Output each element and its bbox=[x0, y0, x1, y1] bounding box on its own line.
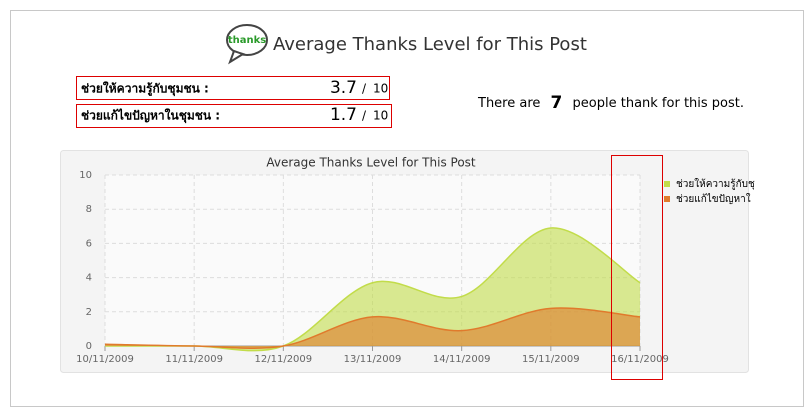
y-tick-label: 4 bbox=[86, 273, 92, 284]
rating-separator: / bbox=[362, 109, 367, 123]
rating-score: 1.7 bbox=[330, 105, 357, 125]
rating-max: 10 bbox=[373, 82, 388, 96]
summary-count: 7 bbox=[551, 93, 563, 113]
summary: There are 7 people thank for this post. bbox=[477, 93, 744, 113]
rating-max: 10 bbox=[373, 109, 388, 123]
legend-swatch bbox=[664, 196, 670, 202]
x-tick-label: 11/11/2009 bbox=[165, 354, 223, 365]
summary-suffix: people thank for this post. bbox=[573, 96, 744, 111]
y-tick-label: 0 bbox=[86, 341, 92, 352]
highlight-box bbox=[611, 155, 663, 380]
y-tick-label: 8 bbox=[86, 204, 92, 215]
area bbox=[105, 308, 640, 349]
legend-label: ช่วยแก้ไขปัญหาใ bbox=[676, 193, 751, 205]
legend-label: ช่วยให้ความรู้กับชุ bbox=[676, 178, 755, 190]
y-tick-label: 6 bbox=[86, 238, 92, 249]
chart: 0 2 4 6 8 10 10/11/2009 11/11/2009 12/11/2009 13/… bbox=[76, 170, 755, 365]
x-tick-label: 10/11/2009 bbox=[76, 354, 134, 365]
area-line bbox=[104, 307, 641, 349]
x-tick-label: 13/11/2009 bbox=[344, 354, 402, 365]
x-tick-label: 15/11/2009 bbox=[522, 354, 580, 365]
rating-box bbox=[76, 104, 392, 128]
rating-box bbox=[76, 76, 390, 100]
rating-label: ช่วยแก้ไขปัญหาในชุมชน : bbox=[81, 108, 220, 124]
summary-prefix: There are bbox=[477, 96, 540, 111]
rating-score: 3.7 bbox=[330, 78, 357, 98]
y-tick-label: 10 bbox=[79, 170, 92, 181]
icon-text: thanks bbox=[228, 35, 266, 46]
rating-separator: / bbox=[362, 82, 367, 96]
x-tick-label: 16/11/2009 bbox=[611, 354, 669, 365]
legend-swatch bbox=[664, 181, 670, 187]
y-tick-label: 2 bbox=[86, 307, 92, 318]
rating-label: ช่วยให้ความรู้กับชุมชน : bbox=[81, 81, 209, 97]
x-tick-label: 14/11/2009 bbox=[433, 354, 491, 365]
thanks-icon: thanks bbox=[226, 24, 268, 65]
page-title: Average Thanks Level for This Post bbox=[273, 34, 587, 55]
chart-title: Average Thanks Level for This Post bbox=[266, 156, 476, 170]
x-tick-label: 12/11/2009 bbox=[255, 354, 313, 365]
